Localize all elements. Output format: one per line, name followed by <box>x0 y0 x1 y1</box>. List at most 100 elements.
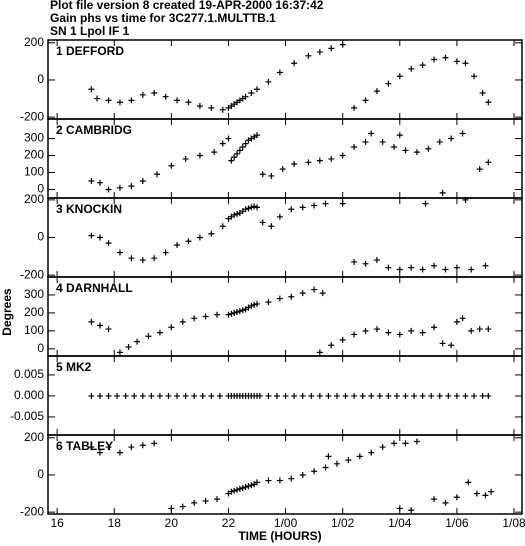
point <box>276 477 283 484</box>
point <box>154 171 161 178</box>
point <box>442 499 449 506</box>
point <box>368 130 375 137</box>
point <box>279 166 286 173</box>
point <box>311 202 318 209</box>
point <box>96 322 103 329</box>
point <box>288 206 295 213</box>
point <box>305 52 312 59</box>
point <box>339 152 346 159</box>
point <box>362 260 369 267</box>
point <box>408 507 415 514</box>
point <box>328 342 335 349</box>
point <box>299 471 306 478</box>
point <box>174 97 181 104</box>
point <box>448 342 455 349</box>
point <box>453 318 460 325</box>
point <box>485 99 492 106</box>
point <box>345 457 352 464</box>
y-axis-label: Degrees <box>0 288 14 336</box>
point <box>236 485 243 492</box>
point <box>182 155 189 162</box>
point <box>88 232 95 239</box>
point <box>319 290 326 297</box>
point <box>116 184 123 191</box>
panel-label: 2 CAMBRIDG <box>56 123 132 137</box>
point <box>219 140 226 147</box>
point <box>339 336 346 343</box>
point <box>265 299 272 306</box>
point <box>356 453 363 460</box>
point <box>413 149 420 156</box>
point <box>254 300 261 307</box>
point <box>316 49 323 56</box>
point <box>259 171 266 178</box>
point <box>373 88 380 95</box>
point <box>299 204 306 211</box>
x-tick-label: 1/00 <box>274 516 298 530</box>
point <box>94 95 101 102</box>
point <box>473 490 480 497</box>
x-axis-label: TIME (HOURS) <box>238 529 321 543</box>
point <box>431 324 438 331</box>
x-tick-label: 18 <box>108 516 122 530</box>
point <box>351 104 358 111</box>
point <box>228 157 235 164</box>
point <box>436 392 443 399</box>
point <box>128 183 135 190</box>
point <box>351 258 358 265</box>
point <box>391 440 398 447</box>
point <box>254 86 261 93</box>
point <box>231 309 238 316</box>
point <box>225 135 232 142</box>
point <box>191 315 198 322</box>
point <box>459 130 466 137</box>
point <box>282 392 289 399</box>
point <box>439 340 446 347</box>
point <box>396 73 403 80</box>
point <box>311 468 318 475</box>
point <box>362 327 369 334</box>
y-tick-label: -0.005 <box>10 409 44 423</box>
point <box>151 440 158 447</box>
point <box>105 186 112 193</box>
point <box>485 326 492 333</box>
point <box>88 318 95 325</box>
point <box>485 392 492 399</box>
point <box>251 301 258 308</box>
y-tick-label: 0.000 <box>14 388 44 402</box>
y-tick-label: 200 <box>24 305 44 319</box>
point <box>322 464 329 471</box>
point <box>248 302 255 309</box>
point <box>482 492 489 499</box>
point <box>468 266 475 273</box>
point <box>393 392 400 399</box>
point <box>288 475 295 482</box>
point <box>396 132 403 139</box>
point <box>239 144 246 151</box>
point <box>114 392 121 399</box>
point <box>236 308 243 315</box>
point <box>462 60 469 67</box>
point <box>251 203 258 210</box>
point <box>291 60 298 67</box>
point <box>96 392 103 399</box>
point <box>411 392 418 399</box>
point <box>116 99 123 106</box>
point <box>191 499 198 506</box>
point <box>242 93 249 100</box>
point <box>231 487 238 494</box>
point <box>351 331 358 338</box>
point <box>139 178 146 185</box>
point <box>479 89 486 96</box>
point <box>385 392 392 399</box>
point <box>248 89 255 96</box>
point <box>342 392 349 399</box>
point <box>208 104 215 111</box>
point <box>322 200 329 207</box>
panel-label: 1 DEFFORD <box>56 44 124 58</box>
point <box>459 315 466 322</box>
y-tick-label: -200 <box>20 109 44 123</box>
point <box>402 147 409 154</box>
point <box>299 392 306 399</box>
